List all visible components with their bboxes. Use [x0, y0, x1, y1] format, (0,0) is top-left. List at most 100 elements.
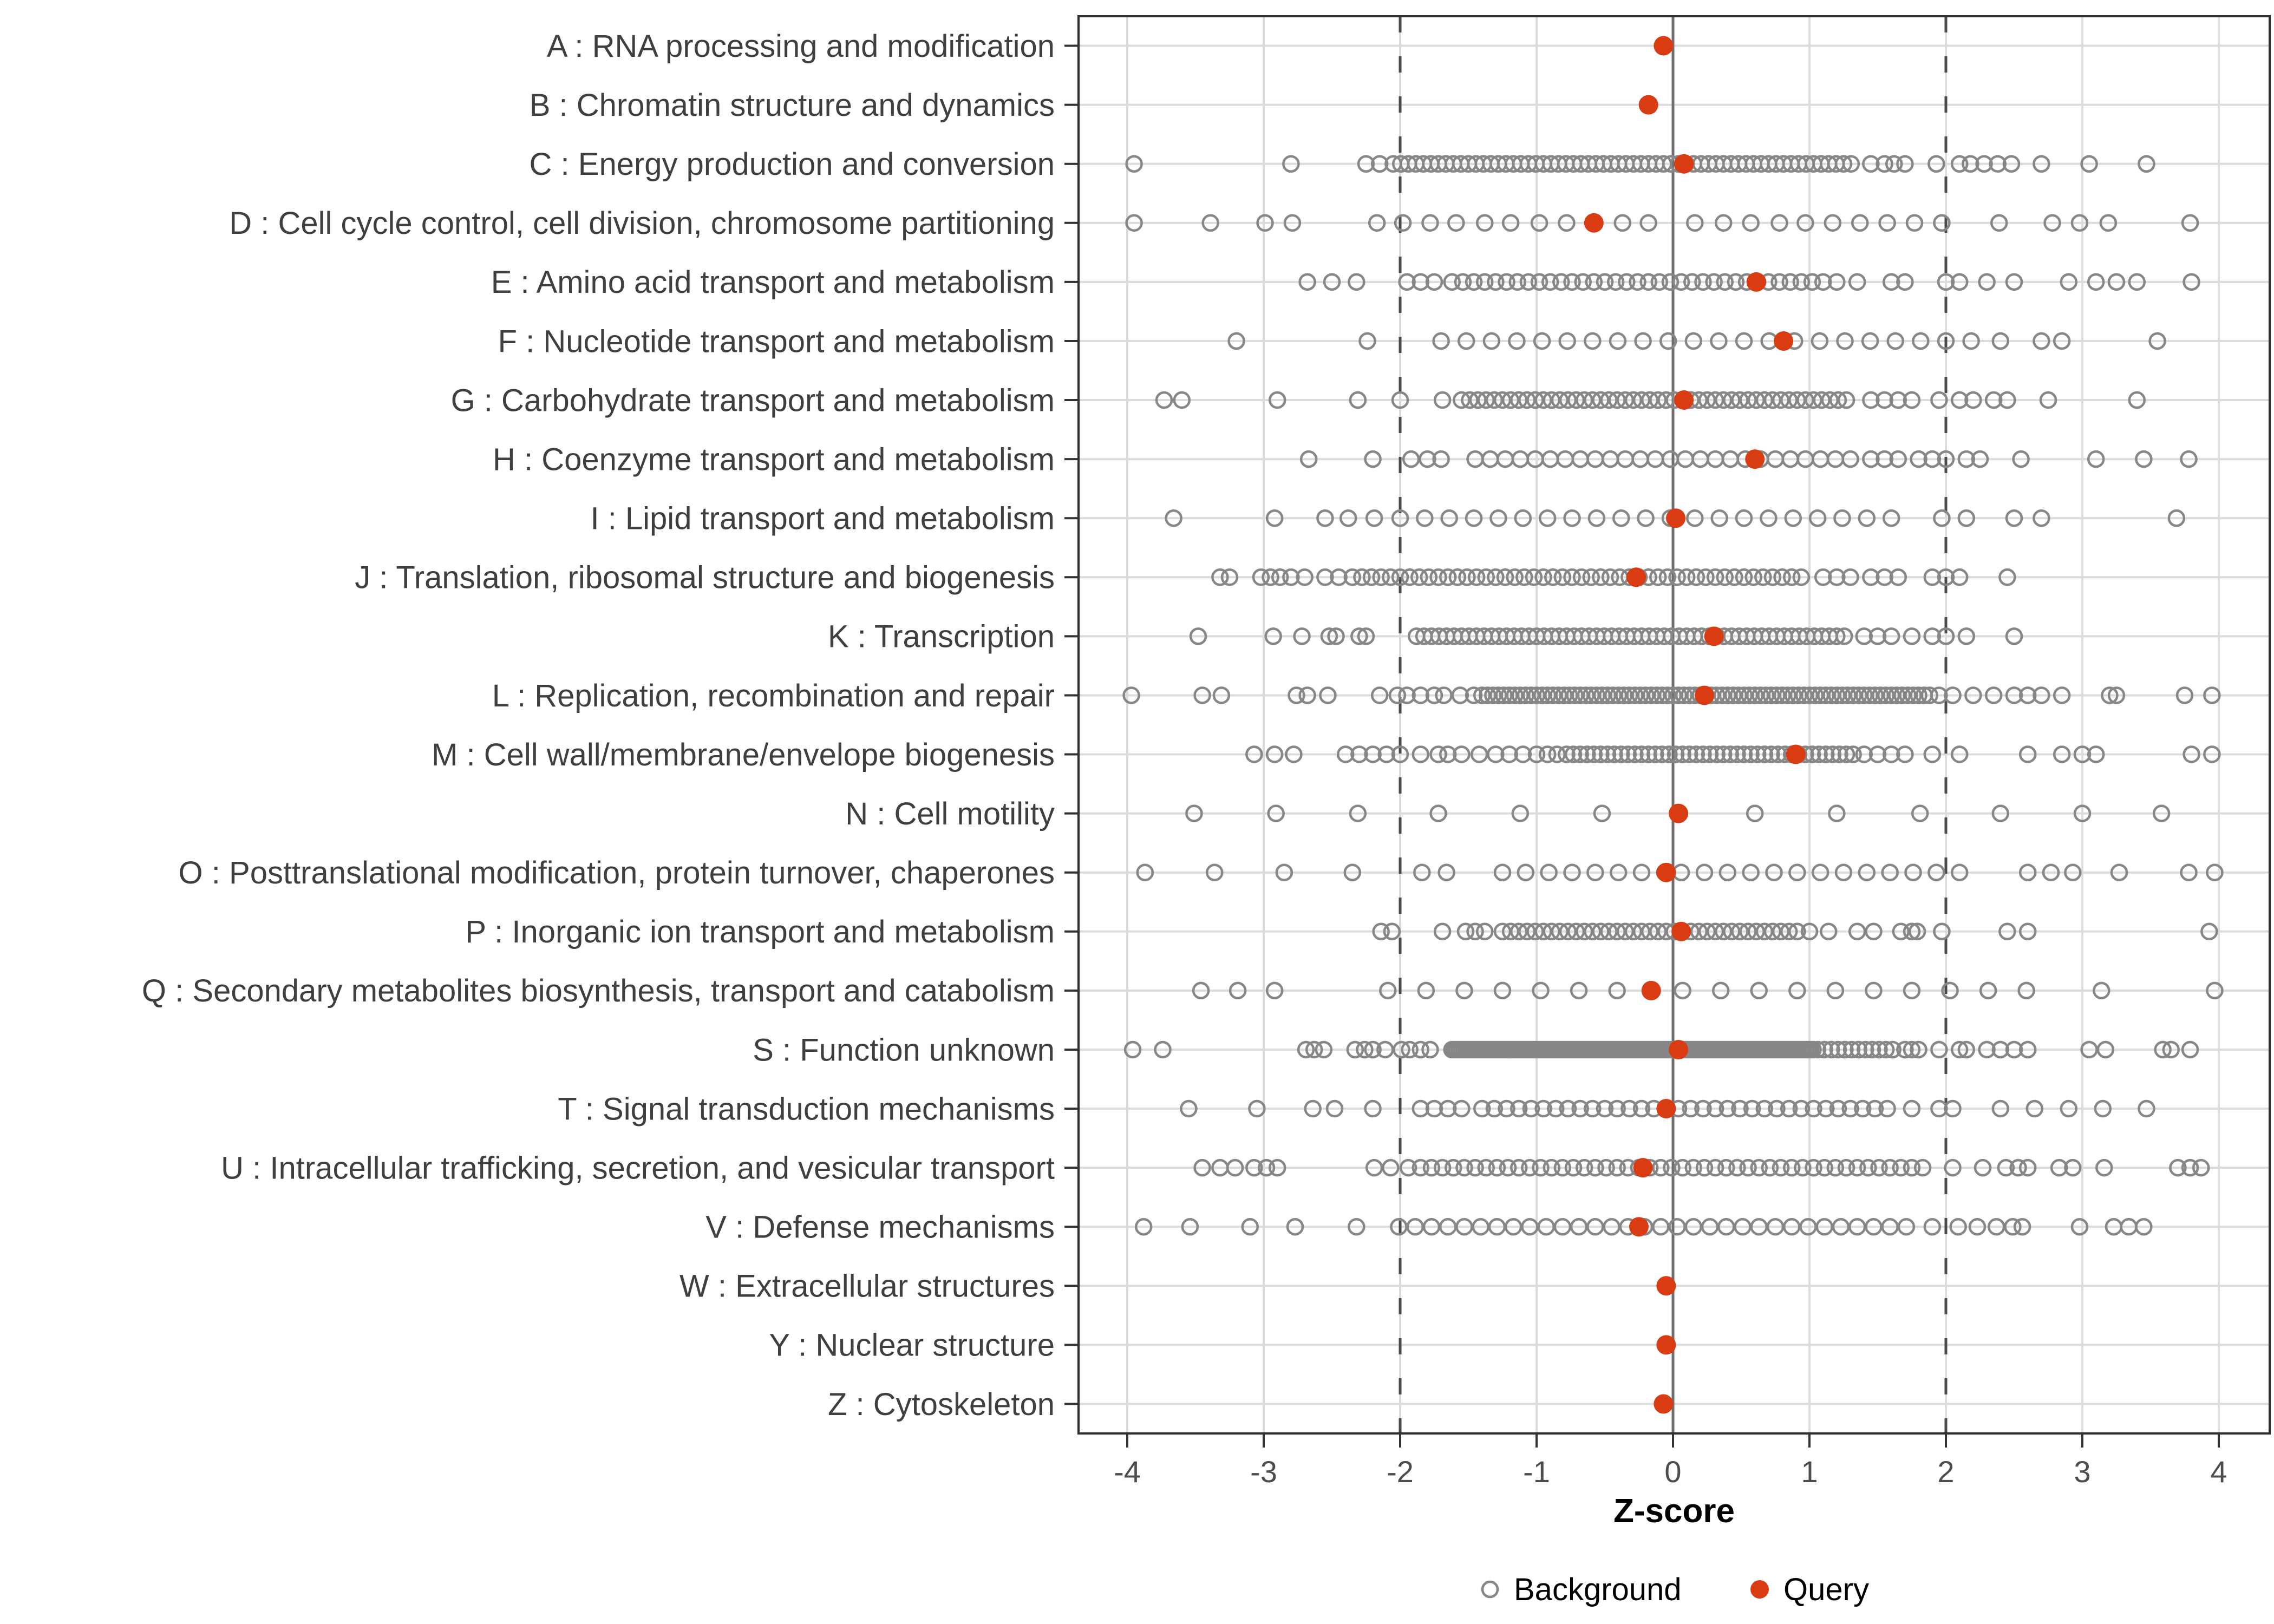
background-point [1991, 332, 2010, 350]
query-point [1666, 508, 1686, 528]
background-point [1343, 568, 1362, 586]
background-point [1510, 1158, 1528, 1177]
background-point [1949, 1217, 1967, 1236]
background-point [1320, 627, 1338, 645]
background-point [1125, 155, 1143, 173]
background-point [1717, 1158, 1735, 1177]
background-point [2128, 391, 2146, 409]
background-point [1816, 1099, 1835, 1118]
background-point [1465, 686, 1483, 704]
background-point [1808, 1040, 1827, 1059]
background-point [1904, 863, 1922, 881]
background-point [1620, 1099, 1638, 1118]
background-point [1701, 745, 1719, 763]
background-point [1125, 214, 1143, 232]
background-point [1841, 1099, 1859, 1118]
background-point [1858, 509, 1876, 527]
x-tick-label: 3 [2074, 1455, 2090, 1489]
background-point [1735, 568, 1753, 586]
background-point [1391, 509, 1409, 527]
background-point [1810, 745, 1828, 763]
background-point [1548, 745, 1566, 763]
background-point [1975, 155, 1993, 173]
background-point [2182, 745, 2200, 763]
background-point [1123, 1040, 1142, 1059]
background-point [1937, 568, 1955, 586]
background-point [1978, 273, 1996, 291]
background-point [1761, 1158, 1779, 1177]
background-point [1687, 745, 1706, 763]
background-point [1683, 273, 1701, 291]
background-point [1541, 273, 1559, 291]
background-point [1896, 1040, 1914, 1059]
category-label: O : Posttranslational modification, prot… [179, 855, 1055, 890]
background-point [1814, 273, 1832, 291]
background-point [1401, 568, 1419, 586]
background-point [1525, 568, 1543, 586]
background-point [1978, 1040, 1996, 1059]
background-point [1714, 745, 1733, 763]
query-point [1694, 685, 1714, 705]
background-point [1206, 863, 1224, 881]
background-point [1800, 922, 1819, 941]
background-point [1908, 922, 1926, 941]
background-point [1903, 1099, 1921, 1118]
background-point [1903, 391, 1921, 409]
background-point [1697, 568, 1715, 586]
background-point [1828, 627, 1846, 645]
background-point [1811, 863, 1829, 881]
background-point [1632, 1099, 1651, 1118]
query-point [1674, 390, 1694, 410]
background-point [1391, 568, 1409, 586]
background-point [1586, 863, 1604, 881]
background-point [1950, 391, 1969, 409]
background-point [1265, 509, 1284, 527]
background-point [1398, 273, 1416, 291]
background-point [1618, 273, 1636, 291]
background-point [2025, 1099, 2044, 1118]
background-point [1534, 1099, 1552, 1118]
background-point [1606, 273, 1625, 291]
background-point [1245, 745, 1263, 763]
background-point [1394, 214, 1412, 232]
background-point [1609, 863, 1628, 881]
background-point [2060, 1099, 2078, 1118]
background-point [1456, 922, 1475, 941]
background-point [1364, 745, 1382, 763]
background-point [1833, 509, 1851, 527]
background-point [1455, 1158, 1473, 1177]
background-point [1493, 863, 1512, 881]
background-point [1316, 568, 1334, 586]
background-point [1391, 745, 1409, 763]
background-point [1298, 273, 1316, 291]
background-point [1854, 1099, 1872, 1118]
background-point [1419, 450, 1436, 468]
background-point [2002, 155, 2021, 173]
background-point [2154, 1040, 2172, 1059]
background-point [2087, 273, 2105, 291]
background-point [1241, 1217, 1259, 1236]
background-point [1570, 981, 1588, 1000]
category-label: W : Extracellular structures [679, 1269, 1055, 1304]
background-point [1870, 1040, 1888, 1059]
background-point [1677, 568, 1696, 586]
background-point [2033, 155, 2050, 173]
background-point [1842, 155, 1860, 173]
background-point [1501, 214, 1520, 232]
background-point [1923, 1217, 1942, 1236]
background-point [1592, 745, 1610, 763]
background-point [1814, 568, 1832, 586]
background-point [1348, 1217, 1365, 1236]
background-point [1451, 686, 1469, 704]
background-point [1859, 1158, 1877, 1177]
background-point [1211, 568, 1229, 586]
background-point [1950, 568, 1969, 586]
background-point [1475, 922, 1494, 941]
background-point [1443, 273, 1461, 291]
background-point [1425, 1099, 1443, 1118]
background-point [2181, 214, 2199, 232]
background-point [1930, 391, 1948, 409]
background-point [1499, 1158, 1517, 1177]
background-point [1944, 686, 1962, 704]
background-point [1154, 1040, 1172, 1059]
